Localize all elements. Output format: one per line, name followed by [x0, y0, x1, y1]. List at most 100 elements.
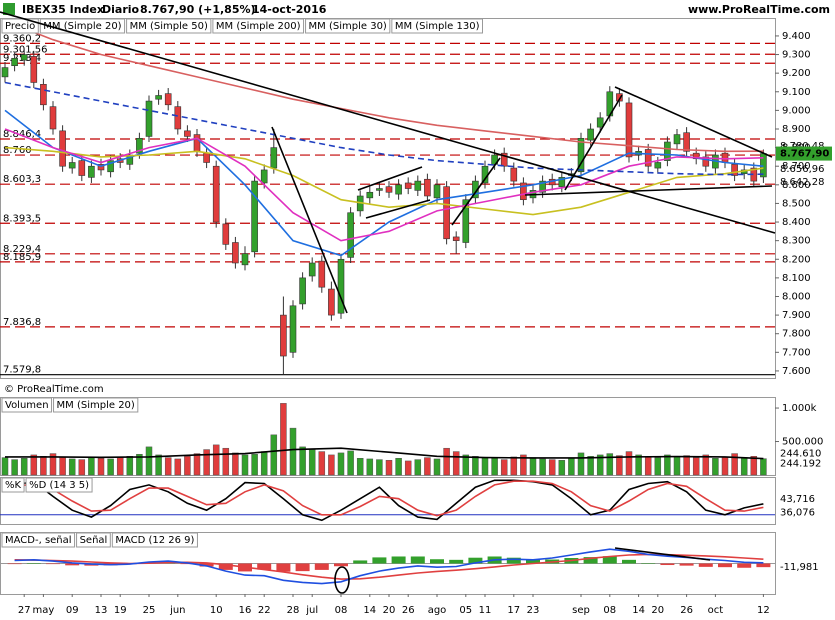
volume-bar	[740, 457, 748, 476]
candle-body	[481, 165, 489, 184]
volume-bar	[577, 452, 585, 476]
volume-bar	[664, 454, 671, 476]
candle-body	[49, 106, 57, 130]
y-tick-label: 9.100	[782, 87, 811, 98]
candle-body	[500, 152, 508, 167]
y-tick-label: 8.900	[782, 124, 811, 135]
volume-bar	[97, 458, 105, 476]
volume-bar	[78, 459, 86, 476]
y-tick-label: 8.600	[782, 180, 811, 191]
legend-box	[1, 532, 76, 548]
volume-bar	[212, 444, 220, 476]
candle-body	[155, 95, 162, 100]
trend-line	[524, 185, 773, 196]
candle-body	[376, 188, 383, 191]
volume-bar	[164, 457, 172, 476]
last-value-label: 244.192	[780, 459, 821, 470]
candle-body	[520, 182, 527, 201]
volume-bar	[644, 456, 652, 476]
volume-bar	[712, 458, 719, 476]
volume-bar	[126, 456, 134, 476]
volume-bar	[136, 453, 143, 476]
y-tick-label: 8.200	[782, 254, 811, 265]
histogram-bar	[737, 563, 752, 568]
histogram-bar	[698, 563, 713, 567]
candle-body	[241, 253, 249, 266]
histogram-bar	[718, 563, 732, 568]
x-tick-label: 26	[680, 605, 693, 616]
volume-bar	[731, 453, 738, 476]
y-tick-label: 8.300	[782, 236, 811, 247]
legend-entry: MACD (12 26 9)	[115, 535, 194, 546]
candle-body	[59, 130, 66, 167]
x-tick-label: 13	[95, 605, 108, 616]
volume-bar	[260, 451, 268, 476]
x-tick-label: 17	[507, 605, 520, 616]
series-line	[4, 128, 764, 242]
volume-bar	[424, 457, 431, 476]
histogram-bar	[410, 556, 425, 564]
volume-bar	[289, 427, 297, 476]
volume-bar	[145, 446, 153, 476]
candle-body	[88, 165, 95, 178]
histogram-bar	[449, 559, 464, 564]
candle-body	[164, 93, 172, 106]
candle-body	[270, 147, 278, 169]
candle-body	[510, 167, 518, 182]
level-label: 9.360,2	[3, 33, 41, 44]
volume-bar	[222, 447, 230, 476]
candle-body	[145, 100, 153, 137]
histogram-bar	[7, 563, 22, 565]
volume-bar	[721, 456, 729, 476]
histogram-bar	[660, 563, 675, 566]
legend-entry: %D (14 3 5)	[29, 480, 89, 491]
last-value-label: -11,981	[780, 562, 819, 573]
legend-entry: MM (Simple 50)	[130, 21, 208, 32]
candle-body	[452, 236, 460, 241]
candle-body	[673, 134, 681, 145]
last-value-box	[776, 146, 832, 161]
candle-body	[731, 164, 738, 176]
volume-bar	[1, 457, 9, 476]
histogram-bar	[391, 556, 406, 564]
series-line	[4, 81, 764, 176]
y-tick-label: 8.500	[782, 198, 811, 209]
candle-body	[136, 137, 143, 154]
candle-body	[30, 56, 38, 83]
x-tick-label: 08	[603, 605, 616, 616]
x-tick-label: 28	[287, 605, 300, 616]
volume-bar	[251, 453, 258, 476]
volume-bar	[193, 453, 201, 476]
candle-body	[203, 152, 210, 163]
volume-bar	[308, 449, 316, 476]
histogram-bar	[180, 563, 195, 565]
volume-bar	[404, 460, 412, 476]
histogram-bar	[26, 563, 41, 564]
candle-body	[424, 178, 431, 197]
x-tick-label: sep	[572, 605, 590, 616]
volume-bar	[654, 457, 662, 476]
volume-bar	[203, 449, 210, 476]
stochastic-frame	[0, 477, 776, 525]
candle-body	[558, 177, 566, 187]
volume-bar	[155, 454, 162, 476]
legend-box	[1, 397, 53, 413]
histogram-bar	[46, 563, 60, 565]
histogram-bar	[314, 563, 329, 570]
volume-bar	[673, 456, 681, 476]
volume-bar	[558, 460, 566, 476]
candle-body	[625, 102, 633, 158]
volume-bar	[596, 454, 604, 476]
volume-bar	[491, 458, 498, 476]
volume-bar	[366, 458, 374, 476]
app-icon	[3, 3, 15, 15]
candle-body	[212, 165, 220, 223]
volume-bar	[11, 459, 18, 476]
candle-body	[443, 186, 450, 240]
level-label: 8.603,3	[3, 174, 41, 185]
series-line	[14, 480, 764, 517]
volume-bar	[692, 457, 700, 476]
volume-bar	[232, 452, 239, 476]
y-tick-label: 7.900	[782, 310, 811, 321]
